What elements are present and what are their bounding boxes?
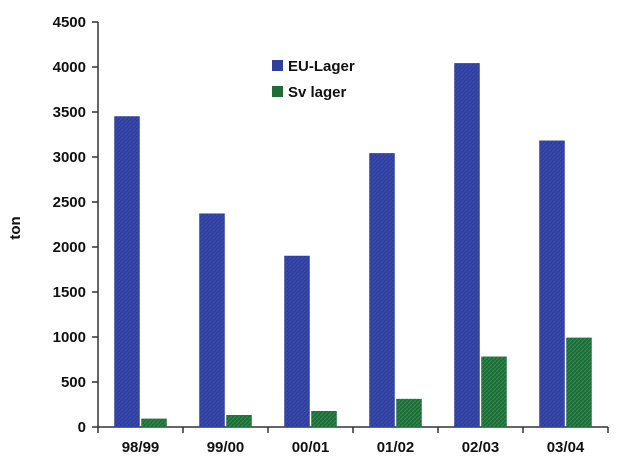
y-tick-label: 1500 (53, 284, 86, 301)
bar-eu-lager (539, 140, 565, 428)
legend-label: Sv lager (288, 84, 347, 101)
bar-sv-lager (311, 411, 337, 428)
x-tick-label: 98/99 (122, 439, 160, 456)
bar-eu-lager (454, 63, 480, 428)
bar-eu-lager (114, 116, 140, 428)
x-tick-label: 99/00 (207, 439, 245, 456)
legend-swatch (272, 86, 283, 97)
y-tick-label: 1000 (53, 329, 86, 346)
bar-sv-lager (566, 337, 592, 428)
x-tick-label: 01/02 (377, 439, 415, 456)
y-tick-label: 3000 (53, 149, 86, 166)
bar-sv-lager (396, 398, 422, 428)
y-tick-label: 0 (78, 419, 86, 436)
x-tick-label: 03/04 (547, 439, 585, 456)
y-tick-label: 2000 (53, 239, 86, 256)
y-tick-label: 500 (61, 374, 86, 391)
x-tick-label: 00/01 (292, 439, 330, 456)
y-tick-label: 3500 (53, 104, 86, 121)
bar-sv-lager (141, 418, 167, 428)
x-axis: 98/99 99/00 00/01 01/02 02/03 03/04 (97, 426, 609, 456)
y-axis: 0 500 1000 1500 2000 2500 3000 3500 4000 4500 (53, 14, 99, 436)
y-tick-label: 4000 (53, 59, 86, 76)
legend-label: EU-Lager (288, 58, 355, 75)
legend: EU-Lager Sv lager (272, 58, 355, 101)
y-tick-label: 2500 (53, 194, 86, 211)
bar-eu-lager (284, 255, 310, 428)
bar-eu-lager (369, 153, 395, 428)
y-tick-label: 4500 (53, 14, 86, 31)
y-axis-title: ton (7, 216, 24, 239)
x-tick-label: 02/03 (462, 439, 500, 456)
bar-sv-lager (481, 356, 507, 428)
bar-eu-lager (199, 213, 225, 428)
bars (114, 63, 592, 428)
legend-swatch (272, 60, 283, 71)
bar-sv-lager (226, 415, 252, 428)
